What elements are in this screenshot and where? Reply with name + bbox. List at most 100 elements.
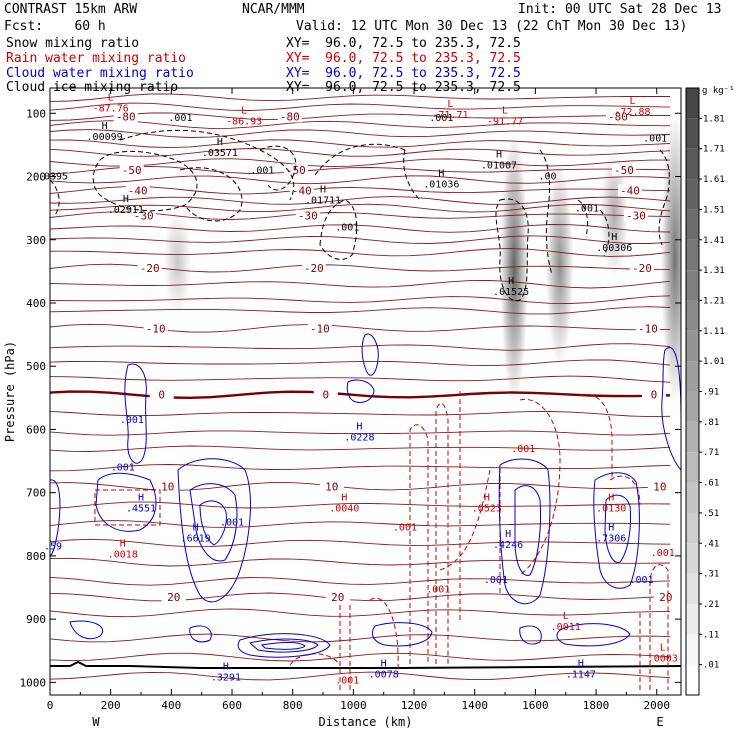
temperature-label: 0	[158, 389, 165, 402]
temperature-contour	[50, 464, 671, 472]
extremum-value: .01007	[481, 161, 517, 172]
contour-label-bg	[301, 262, 326, 275]
colorbar-label: 1.51	[703, 205, 725, 215]
colorbar-label: .31	[703, 570, 719, 580]
extremum-value: .02911	[108, 205, 144, 216]
contour-label-bg	[137, 262, 162, 275]
snow-shading-1	[500, 132, 529, 405]
extremum-value: .6619	[181, 534, 211, 545]
contour-label-bg	[319, 480, 344, 493]
contour-label-bg	[617, 184, 642, 197]
temperature-contour--50	[50, 165, 671, 175]
contour-label-bg	[635, 322, 660, 335]
cloud-ice-contour	[50, 179, 60, 216]
colorbar-label: 1.61	[703, 175, 725, 185]
field-label-cloud-water: Cloud water mixing ratio	[6, 66, 194, 81]
x-tick-label: 600	[222, 699, 242, 712]
extremum-value: .4246	[493, 540, 523, 551]
contour-label-bg	[647, 480, 672, 493]
cloud-water-contour	[604, 494, 631, 563]
contour-value-label: .001	[429, 113, 453, 124]
temperature-contour	[50, 359, 671, 367]
forecast-hour: Fcst: 60 h	[4, 19, 106, 34]
temperature-label: 10	[161, 480, 174, 493]
colorbar-label: 1.31	[703, 266, 725, 276]
temperature-label: -40	[128, 184, 148, 197]
colorbar-cell	[686, 603, 699, 635]
cloud-water-contour	[189, 483, 238, 562]
temperature-label: -50	[614, 164, 634, 177]
extremum-value: .0523	[472, 503, 502, 514]
extremum-value: .1147	[566, 670, 596, 681]
temperature-contour	[50, 148, 671, 157]
extremum-marker: H	[341, 492, 347, 503]
model-title: CONTRAST 15km ARW	[4, 2, 138, 17]
temperature-contour	[50, 120, 671, 129]
y-tick-label: 100	[26, 107, 46, 120]
extremum-marker: L	[108, 93, 114, 104]
colorbar-cell	[686, 421, 699, 453]
rain-water-contour	[579, 393, 613, 480]
contour-label-bg	[623, 209, 648, 222]
field-label-snow: Snow mixing ratio	[6, 36, 140, 51]
temperature-contour	[50, 203, 671, 213]
valid-time: Valid: 12 UTC Mon 30 Dec 13 (22 ChT Mon …	[296, 19, 688, 34]
snow-shading-3	[600, 151, 629, 278]
temperature-contour-20	[50, 592, 671, 602]
cloud-water-contour	[177, 458, 251, 603]
cloud-water-contour	[95, 472, 157, 532]
extremum-marker: L	[563, 611, 569, 622]
extremum-value: .0130	[596, 503, 626, 514]
temperature-contour	[50, 608, 671, 618]
cloud-ice-contour	[539, 149, 553, 276]
cloud-water-contour	[237, 633, 331, 658]
x-tick-label: 0	[47, 699, 54, 712]
temperature-contour	[50, 93, 670, 102]
contour-label-bg	[143, 322, 168, 335]
temperature-contour	[50, 175, 671, 185]
contour-label-bg	[161, 590, 186, 603]
colorbar-label: .41	[703, 539, 719, 549]
extremum-value: .0018	[108, 549, 138, 560]
y-tick-label: 400	[26, 297, 46, 310]
temperature-label: 0	[651, 389, 658, 402]
contour-label-bg	[605, 110, 630, 123]
contour-value-label: .001	[120, 415, 144, 426]
surface-line	[50, 660, 681, 669]
cloud-water-contour	[498, 458, 551, 605]
colorbar-cell	[686, 391, 699, 422]
colorbar-label: 1.81	[703, 114, 725, 124]
temperature-label: 0	[322, 389, 329, 402]
contour-value-label: .59	[44, 542, 62, 553]
colorbar-cell	[686, 179, 699, 210]
rain-water-contour	[94, 489, 161, 526]
y-tick-label: 700	[26, 487, 46, 500]
contour-label-bg	[149, 388, 174, 401]
colorbar-label: .51	[703, 509, 719, 519]
extremum-value: .4551	[126, 503, 156, 514]
colorbar-label: .61	[703, 479, 719, 489]
cloud-water-contour	[372, 622, 433, 647]
snow-shading-4	[660, 113, 681, 405]
cloud-ice-contour	[403, 149, 421, 201]
temperature-label: -50	[286, 164, 306, 177]
cloud-water-contour	[199, 500, 227, 546]
cloud-water-contour	[50, 479, 61, 557]
cloud-ice-contour	[495, 198, 529, 302]
extremum-marker: H	[223, 662, 229, 673]
rain-water-contour	[289, 653, 341, 666]
extremum-value: .7306	[596, 534, 626, 545]
contour-value-label: .001	[511, 444, 535, 455]
colorbar-cell	[686, 148, 699, 180]
temperature-label: -10	[638, 322, 658, 335]
extremum-value: .01036	[423, 180, 459, 191]
contour-value-label: .001	[393, 523, 417, 534]
temperature-label: -40	[292, 184, 312, 197]
contour-value-label: .001	[643, 134, 667, 145]
extremum-marker: L	[660, 643, 666, 654]
cloud-ice-contour	[599, 209, 610, 257]
extremum-marker: H	[102, 121, 108, 132]
colorbar-cell	[686, 452, 699, 483]
temperature-contour	[50, 430, 671, 436]
contour-label-bg	[113, 110, 138, 123]
